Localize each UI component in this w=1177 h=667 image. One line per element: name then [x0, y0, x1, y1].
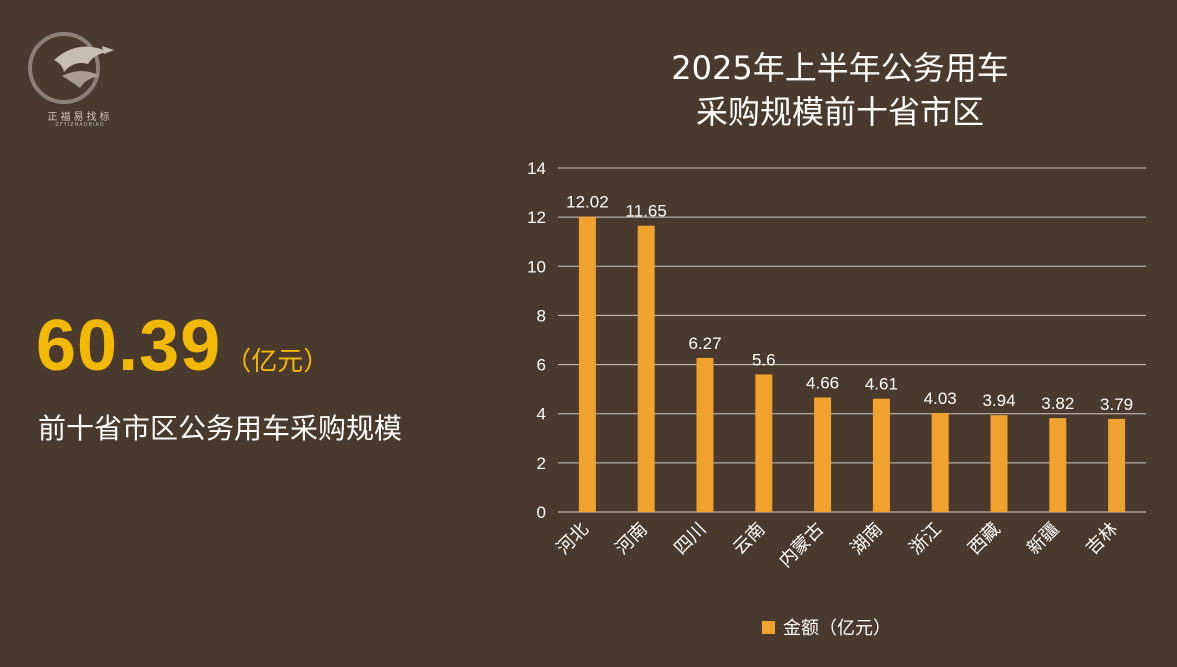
bar: [1108, 418, 1126, 512]
x-tick-label: 新疆: [1023, 519, 1063, 559]
kpi-value: 60.39: [36, 306, 222, 386]
y-tick-label: 4: [537, 405, 546, 424]
data-label: 4.66: [806, 373, 839, 392]
x-tick-label: 云南: [729, 519, 769, 559]
data-label: 3.79: [1100, 395, 1133, 414]
bar: [637, 225, 655, 512]
data-label: 6.27: [688, 334, 721, 353]
x-tick-label: 河南: [611, 519, 651, 559]
x-tick-label: 西藏: [964, 519, 1004, 559]
x-tick-label: 内蒙古: [775, 519, 828, 572]
chart-legend: 金额（亿元）: [762, 614, 891, 640]
y-tick-label: 14: [527, 159, 546, 178]
chart-title-line-1: 2025年上半年公务用车: [671, 49, 1009, 87]
y-tick-label: 2: [537, 454, 546, 473]
x-tick-label: 吉林: [1082, 519, 1122, 559]
chart-title-line-2: 采购规模前十省市区: [695, 93, 984, 131]
x-tick-label: 湖南: [847, 519, 887, 559]
kpi-description: 前十省市区公务用车采购规模: [38, 412, 403, 445]
bar: [1049, 418, 1067, 512]
y-tick-label: 0: [537, 503, 546, 522]
legend-label: 金额（亿元）: [783, 618, 891, 639]
data-label: 4.03: [924, 389, 957, 408]
data-label: 12.02: [566, 193, 609, 212]
x-tick-label: 浙江: [905, 519, 945, 559]
bar: [755, 374, 773, 512]
logo-name-cn: 正福易找标: [47, 112, 113, 123]
legend-swatch: [762, 620, 775, 634]
y-tick-label: 10: [527, 257, 546, 276]
y-tick-label: 12: [527, 208, 546, 227]
logo-name-en: ZFYIZHAOBIAO: [55, 122, 105, 128]
x-tick-label: 四川: [670, 519, 710, 559]
x-tick-label: 河北: [553, 519, 593, 559]
bar: [696, 357, 714, 512]
bar: [872, 398, 890, 512]
data-label: 11.65: [626, 202, 667, 221]
kpi-unit: （亿元）: [225, 347, 330, 377]
bar: [931, 412, 949, 512]
data-label: 5.6: [752, 350, 776, 369]
eagle-logo-icon: [28, 32, 114, 104]
y-tick-label: 8: [537, 306, 546, 325]
kpi-total: 60.39 （亿元）: [36, 305, 329, 387]
bar: [578, 216, 596, 512]
data-label: 4.61: [865, 375, 898, 394]
chart-title: 2025年上半年公务用车 采购规模前十省市区: [560, 46, 1120, 134]
brand-logo: 正福易找标 ZFYIZHAOBIAO: [24, 30, 124, 130]
y-tick-label: 6: [537, 356, 546, 375]
bar: [814, 397, 832, 512]
data-label: 3.82: [1041, 394, 1074, 413]
data-label: 3.94: [982, 391, 1015, 410]
bar: [990, 415, 1008, 512]
